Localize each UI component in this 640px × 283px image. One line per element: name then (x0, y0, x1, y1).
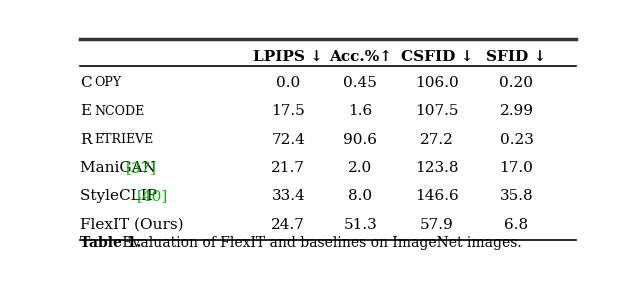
Text: 35.8: 35.8 (500, 189, 533, 203)
Text: NCODE: NCODE (94, 105, 144, 118)
Text: LPIPS ↓: LPIPS ↓ (253, 50, 323, 64)
Text: [40]: [40] (137, 189, 168, 203)
Text: FlexIT (Ours): FlexIT (Ours) (80, 218, 184, 231)
Text: 57.9: 57.9 (420, 218, 454, 231)
Text: 106.0: 106.0 (415, 76, 459, 90)
Text: 90.6: 90.6 (343, 133, 377, 147)
Text: 8.0: 8.0 (348, 189, 372, 203)
Text: 0.45: 0.45 (343, 76, 377, 90)
Text: E: E (80, 104, 91, 118)
Text: 123.8: 123.8 (415, 161, 459, 175)
Text: OPY: OPY (94, 76, 121, 89)
Text: 51.3: 51.3 (344, 218, 377, 231)
Text: 0.23: 0.23 (500, 133, 533, 147)
Text: 146.6: 146.6 (415, 189, 459, 203)
Text: 6.8: 6.8 (504, 218, 529, 231)
Text: Evaluation of FlexIT and baselines on ImageNet images.: Evaluation of FlexIT and baselines on Im… (118, 236, 522, 250)
Text: 0.20: 0.20 (499, 76, 534, 90)
Text: 33.4: 33.4 (271, 189, 305, 203)
Text: 1.6: 1.6 (348, 104, 372, 118)
Text: ManiGAN: ManiGAN (80, 161, 161, 175)
Text: 17.5: 17.5 (271, 104, 305, 118)
Text: 0.0: 0.0 (276, 76, 300, 90)
Text: R: R (80, 133, 92, 147)
Text: C: C (80, 76, 92, 90)
Text: Table 1.: Table 1. (80, 236, 141, 250)
Text: Acc.%↑: Acc.%↑ (329, 50, 392, 64)
Text: 21.7: 21.7 (271, 161, 305, 175)
Text: SFID ↓: SFID ↓ (486, 50, 547, 64)
Text: 107.5: 107.5 (415, 104, 459, 118)
Text: 72.4: 72.4 (271, 133, 305, 147)
Text: 2.99: 2.99 (499, 104, 534, 118)
Text: 2.0: 2.0 (348, 161, 372, 175)
Text: 27.2: 27.2 (420, 133, 454, 147)
Text: [37]: [37] (125, 161, 157, 175)
Text: CSFID ↓: CSFID ↓ (401, 50, 474, 64)
Text: ETRIEVE: ETRIEVE (94, 133, 153, 146)
Text: 24.7: 24.7 (271, 218, 305, 231)
Text: StyleCLIP: StyleCLIP (80, 189, 162, 203)
Text: 17.0: 17.0 (500, 161, 533, 175)
